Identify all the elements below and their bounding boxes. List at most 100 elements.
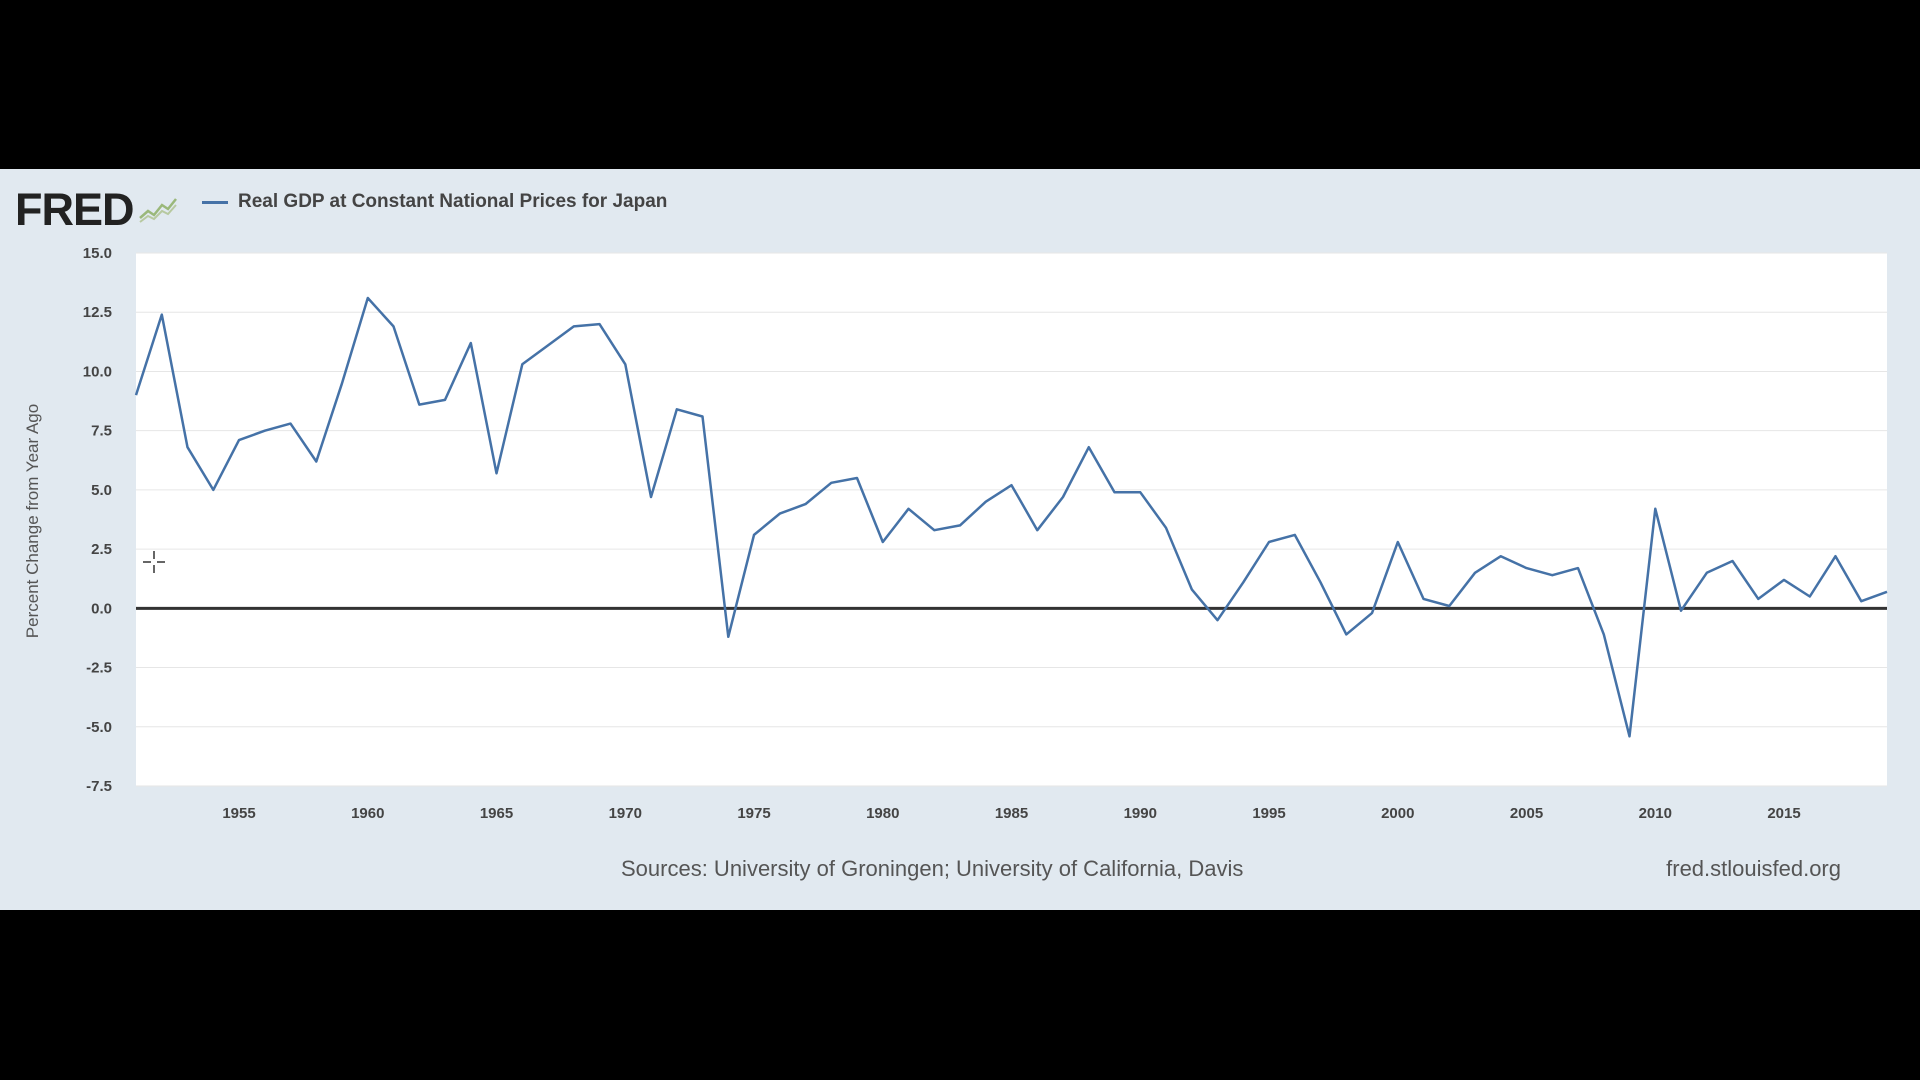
data-point[interactable]	[1061, 495, 1065, 499]
source-note: Sources: University of Groningen; Univer…	[621, 856, 1244, 881]
data-point[interactable]	[701, 414, 705, 418]
data-point[interactable]	[237, 438, 241, 442]
y-tick-label: 12.5	[83, 304, 112, 321]
data-point[interactable]	[984, 500, 988, 504]
y-tick-label: 7.5	[91, 423, 112, 440]
data-point[interactable]	[1731, 559, 1735, 563]
data-point[interactable]	[1602, 632, 1606, 636]
x-tick-label: 1995	[1252, 805, 1285, 822]
data-point[interactable]	[1113, 490, 1117, 494]
y-tick-label: 5.0	[91, 482, 112, 499]
y-tick-label: 10.0	[83, 363, 112, 380]
data-point[interactable]	[469, 341, 473, 345]
data-point[interactable]	[160, 313, 164, 317]
data-point[interactable]	[1756, 597, 1760, 601]
data-point[interactable]	[1164, 526, 1168, 530]
data-point[interactable]	[649, 495, 653, 499]
data-point[interactable]	[1216, 618, 1220, 622]
data-point[interactable]	[855, 476, 859, 480]
data-point[interactable]	[340, 381, 344, 385]
plot-area	[136, 253, 1887, 786]
data-point[interactable]	[1396, 540, 1400, 544]
y-tick-label: -2.5	[86, 660, 112, 677]
data-point[interactable]	[1628, 734, 1632, 738]
x-tick-label: 1970	[609, 805, 642, 822]
fred-logo[interactable]: FRED	[15, 183, 178, 235]
data-point[interactable]	[1422, 597, 1426, 601]
y-tick-labels: 15.0 12.5 10.0 7.5 5.0 2.5 0.0 -2.5 -5.0 -7.5	[83, 245, 112, 795]
data-point[interactable]	[443, 398, 447, 402]
site-link[interactable]: fred.stlouisfed.org	[1666, 856, 1841, 881]
data-point[interactable]	[1653, 507, 1657, 511]
y-tick-label: -7.5	[86, 778, 112, 795]
data-point[interactable]	[1319, 580, 1323, 584]
data-point[interactable]	[1344, 632, 1348, 636]
data-point[interactable]	[366, 296, 370, 300]
data-point[interactable]	[598, 322, 602, 326]
data-point[interactable]	[675, 407, 679, 411]
x-tick-label: 1975	[737, 805, 770, 822]
y-tick-label: 15.0	[83, 245, 112, 262]
data-point[interactable]	[623, 362, 627, 366]
crosshair-cursor-icon	[143, 551, 165, 573]
data-point[interactable]	[495, 471, 499, 475]
data-point[interactable]	[1447, 604, 1451, 608]
data-point[interactable]	[1370, 611, 1374, 615]
data-point[interactable]	[546, 343, 550, 347]
data-point[interactable]	[417, 403, 421, 407]
data-point[interactable]	[778, 512, 782, 516]
data-point[interactable]	[1087, 445, 1091, 449]
data-point[interactable]	[829, 481, 833, 485]
x-tick-labels: 1955 1960 1965 1970 1975 1980 1985 1990 1995 2000…	[222, 805, 1800, 822]
data-point[interactable]	[289, 422, 293, 426]
data-point[interactable]	[1499, 554, 1503, 558]
x-tick-label: 2015	[1767, 805, 1800, 822]
chart-panel: 15.0 12.5 10.0 7.5 5.0 2.5 0.0 -2.5 -5.0 -7.5 195…	[0, 169, 1920, 910]
data-point[interactable]	[1241, 580, 1245, 584]
data-point[interactable]	[1035, 528, 1039, 532]
data-point[interactable]	[1679, 609, 1683, 613]
data-point[interactable]	[881, 540, 885, 544]
data-point[interactable]	[211, 488, 215, 492]
data-point[interactable]	[520, 362, 524, 366]
data-point[interactable]	[1473, 571, 1477, 575]
data-point[interactable]	[1267, 540, 1271, 544]
data-point[interactable]	[263, 429, 267, 433]
data-point[interactable]	[1885, 590, 1889, 594]
data-point[interactable]	[1834, 554, 1838, 558]
data-point[interactable]	[1190, 587, 1194, 591]
data-point[interactable]	[1859, 599, 1863, 603]
data-point[interactable]	[186, 445, 190, 449]
data-point[interactable]	[392, 324, 396, 328]
legend-swatch	[202, 200, 228, 204]
y-axis-title: Percent Change from Year Ago	[23, 404, 42, 638]
data-point[interactable]	[1808, 594, 1812, 598]
fred-logo-chart-icon	[138, 198, 177, 223]
data-point[interactable]	[1293, 533, 1297, 537]
x-tick-label: 2005	[1510, 805, 1543, 822]
chart-canvas: 15.0 12.5 10.0 7.5 5.0 2.5 0.0 -2.5 -5.0 -7.5 195…	[23, 245, 1889, 822]
data-point[interactable]	[1138, 490, 1142, 494]
x-tick-label: 2000	[1381, 805, 1414, 822]
data-point[interactable]	[932, 528, 936, 532]
legend[interactable]: Real GDP at Constant National Prices for…	[202, 191, 667, 213]
data-point[interactable]	[314, 459, 318, 463]
data-point[interactable]	[1705, 571, 1709, 575]
data-point[interactable]	[134, 393, 138, 397]
data-point[interactable]	[804, 502, 808, 506]
y-tick-label: -5.0	[86, 719, 112, 736]
y-tick-label: 0.0	[91, 600, 112, 617]
data-point[interactable]	[1782, 578, 1786, 582]
data-point[interactable]	[752, 533, 756, 537]
x-tick-label: 1980	[866, 805, 899, 822]
data-point[interactable]	[958, 523, 962, 527]
x-tick-label: 1960	[351, 805, 384, 822]
data-point[interactable]	[1576, 566, 1580, 570]
x-tick-label: 2010	[1639, 805, 1672, 822]
data-point[interactable]	[907, 507, 911, 511]
data-point[interactable]	[726, 635, 730, 639]
data-point[interactable]	[1525, 566, 1529, 570]
data-point[interactable]	[572, 324, 576, 328]
data-point[interactable]	[1550, 573, 1554, 577]
data-point[interactable]	[1010, 483, 1014, 487]
